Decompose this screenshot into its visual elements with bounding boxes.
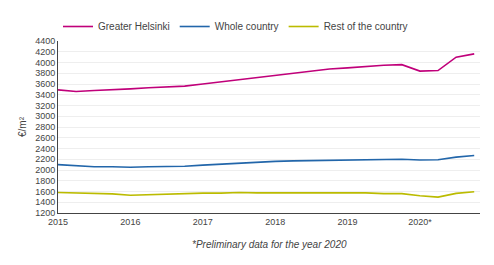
svg-text:4200: 4200 — [35, 47, 55, 57]
svg-text:Greater Helsinki: Greater Helsinki — [98, 21, 170, 32]
svg-text:2000: 2000 — [35, 165, 55, 175]
svg-text:2015: 2015 — [48, 217, 68, 227]
svg-text:3800: 3800 — [35, 68, 55, 78]
svg-text:3400: 3400 — [35, 90, 55, 100]
svg-text:Rest of the country: Rest of the country — [324, 21, 408, 32]
svg-text:2400: 2400 — [35, 144, 55, 154]
svg-text:2016: 2016 — [120, 217, 140, 227]
svg-text:1800: 1800 — [35, 176, 55, 186]
svg-text:2800: 2800 — [35, 122, 55, 132]
svg-text:*Preliminary data for the year: *Preliminary data for the year 2020 — [192, 239, 347, 250]
svg-text:2600: 2600 — [35, 133, 55, 143]
svg-text:2200: 2200 — [35, 154, 55, 164]
svg-text:3000: 3000 — [35, 111, 55, 121]
svg-text:€/m²: €/m² — [17, 116, 28, 137]
svg-text:2020*: 2020* — [408, 217, 432, 227]
svg-text:3200: 3200 — [35, 101, 55, 111]
svg-text:2019: 2019 — [338, 217, 358, 227]
svg-text:4000: 4000 — [35, 58, 55, 68]
svg-text:3600: 3600 — [35, 79, 55, 89]
svg-text:1400: 1400 — [35, 197, 55, 207]
svg-text:Whole country: Whole country — [215, 21, 279, 32]
svg-text:2017: 2017 — [193, 217, 213, 227]
svg-text:2018: 2018 — [265, 217, 285, 227]
svg-text:4400: 4400 — [35, 36, 55, 46]
svg-text:1200: 1200 — [35, 208, 55, 218]
svg-text:1600: 1600 — [35, 187, 55, 197]
